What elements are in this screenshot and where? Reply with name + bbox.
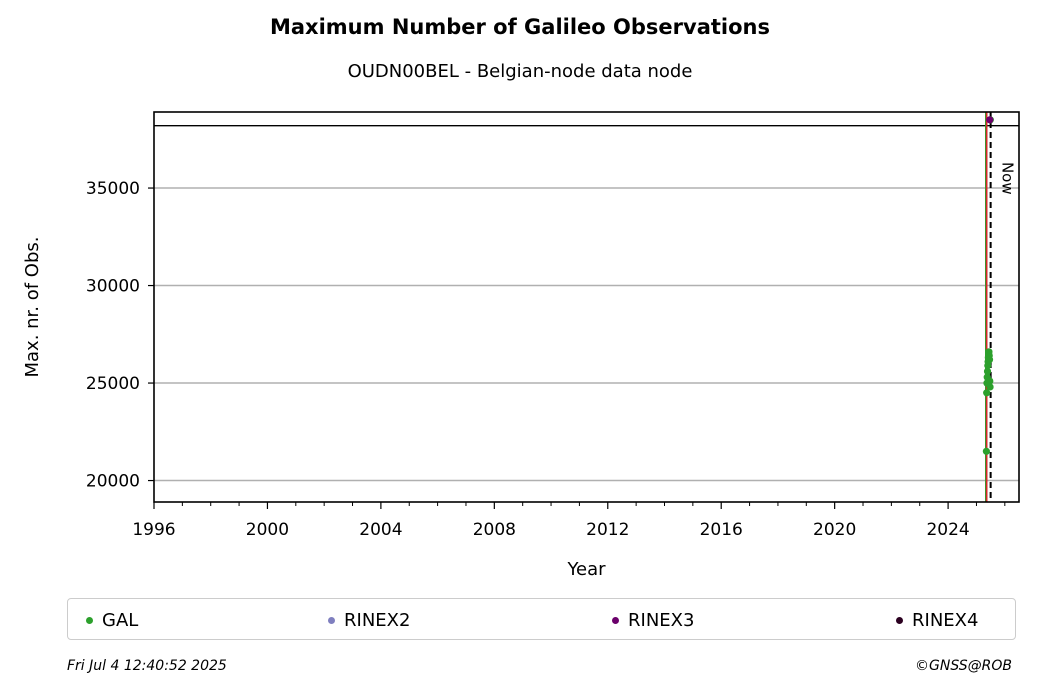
chart-title: Maximum Number of Galileo Observations <box>269 15 770 39</box>
y-tick-label: 20000 <box>86 472 140 492</box>
legend-label-gal: GAL <box>102 609 139 631</box>
legend-marker-rinex3 <box>612 616 619 624</box>
y-tick-label: 35000 <box>86 179 140 199</box>
legend-marker-rinex4 <box>896 616 903 624</box>
legend: GAL RINEX2 RINEX3 RINEX4 <box>67 598 1016 640</box>
x-axis-label: Year <box>566 559 606 580</box>
legend-label-rinex4: RINEX4 <box>912 609 979 631</box>
y-tick-label: 30000 <box>86 277 140 297</box>
legend-marker-gal <box>86 616 93 624</box>
x-tick-label: 2004 <box>359 520 402 540</box>
point-gal <box>986 383 994 391</box>
x-tick-label: 2016 <box>700 520 743 540</box>
y-tick-label: 25000 <box>86 374 140 394</box>
footer-copyright: ©GNSS@ROB <box>915 658 1012 674</box>
legend-item-rinex2: RINEX2 <box>328 599 410 641</box>
now-label: Now <box>999 162 1017 195</box>
legend-item-rinex3: RINEX3 <box>612 599 694 641</box>
x-tick-label: 2020 <box>813 520 856 540</box>
point-gal <box>985 356 994 364</box>
chart-subtitle: OUDN00BEL - Belgian-node data node <box>347 61 693 82</box>
x-tick-label: 2000 <box>246 520 289 540</box>
point-rinex3 <box>986 116 994 124</box>
plot-frame <box>153 111 1020 503</box>
x-tick-label: 2008 <box>473 520 516 540</box>
point-gal <box>983 389 991 397</box>
point-gal <box>982 447 990 455</box>
point-gal <box>986 377 994 385</box>
legend-item-rinex4: RINEX4 <box>896 599 978 641</box>
x-tick-label: 1996 <box>132 520 175 540</box>
legend-marker-rinex2 <box>328 616 335 624</box>
x-tick-label: 2012 <box>586 520 629 540</box>
y-axis-label: Max. nr. of Obs. <box>22 236 43 377</box>
legend-item-gal: GAL <box>86 599 138 641</box>
point-gal <box>983 367 992 375</box>
x-tick-label: 2024 <box>926 520 969 540</box>
footer-timestamp: Fri Jul 4 12:40:52 2025 <box>67 658 227 674</box>
legend-label-rinex2: RINEX2 <box>344 609 411 631</box>
legend-label-rinex3: RINEX3 <box>628 609 695 631</box>
